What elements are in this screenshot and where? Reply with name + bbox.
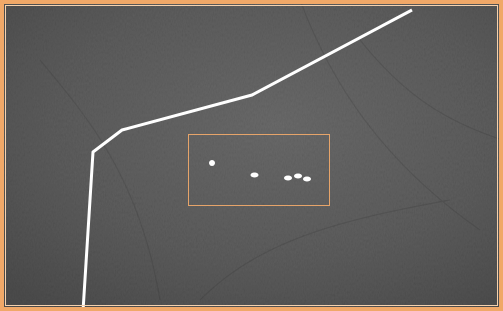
defect-spot [303,177,311,182]
surface-texture [0,0,503,311]
defect-spot [284,176,292,181]
defect-spot [251,173,259,178]
inspection-image [0,0,503,311]
page [0,0,503,311]
defect-spot [294,174,302,179]
defect-spot [209,160,215,166]
